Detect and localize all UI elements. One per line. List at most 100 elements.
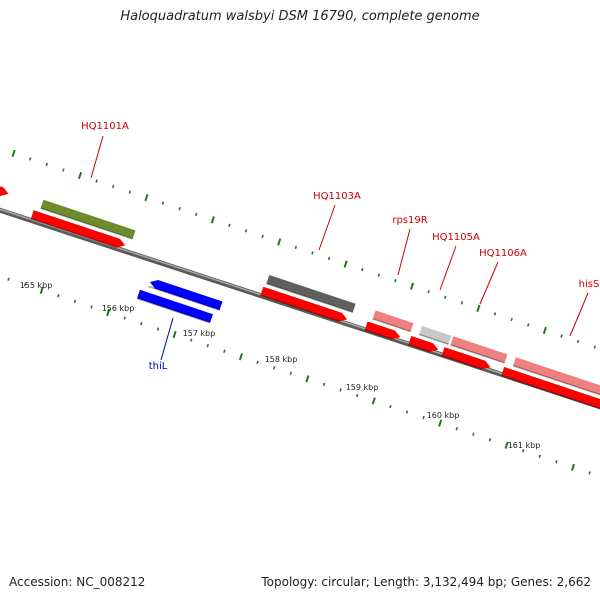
tick-mark-inner [504,441,509,449]
tick-mark-outer [493,312,497,316]
tick-mark-inner [106,308,111,317]
topology-text: Topology: circular; Length: 3,132,494 bp… [261,575,591,589]
tick-mark-outer [228,223,231,228]
cds-HQ1106A-edge [441,354,483,370]
tick-mark-outer [542,326,547,335]
kbp-label: 155 kbp [20,281,53,290]
tick-mark-inner [538,454,542,459]
tick-mark-inner [438,419,443,427]
tick-mark-inner [238,353,244,361]
tick-mark-inner [555,460,558,464]
gene-thiL-a-edge [148,285,220,311]
gene-features[interactable] [0,182,600,412]
cds-HQ1103A[interactable] [260,286,348,323]
tick-mark-inner [90,305,93,309]
gene-label-HQ1103A[interactable]: HQ1103A [313,191,361,202]
gene-HQ1103A-edge [266,282,353,314]
tick-mark-inner [588,471,591,475]
gene-callouts [90,135,589,361]
tick-mark-outer [161,201,165,205]
cds-rps19R[interactable] [364,321,401,340]
tick-mark-outer [144,194,149,202]
tick-mark-outer [343,260,348,268]
tick-mark-inner [223,349,226,353]
tick-mark-outer [444,295,447,299]
tick-mark-outer [77,171,83,180]
gene-HQ1101A[interactable] [40,199,136,240]
cds-HQ1101A[interactable] [30,210,126,249]
gene-label-rps19R[interactable]: rps19R [392,215,427,226]
tick-mark-outer [210,216,215,224]
tick-mark-inner [206,343,209,348]
gene-label-thiL[interactable]: thiL [149,361,168,372]
cds-partial-left[interactable] [0,182,9,197]
cds-HQ1106A[interactable] [441,347,491,370]
gene-thiL-a-shape[interactable] [149,280,223,311]
tick-mark-inner [570,463,576,472]
tick-mark-outer [45,162,49,167]
tick-mark-inner [123,316,126,320]
gene-label-HQ1106A[interactable]: HQ1106A [479,248,527,259]
tick-mark-inner [289,371,293,376]
callout-HQ1106A [479,261,499,305]
gene-HQ1103A[interactable] [266,275,356,314]
cds-hisS[interactable] [501,367,600,412]
gene-rps19R-edge [372,318,411,333]
tick-mark-outer [277,238,282,246]
tick-mark-outer [327,256,331,261]
accession-text: Accession: NC_008212 [9,575,146,589]
cds-HQ1101A-shape[interactable] [30,210,126,248]
gene-hisS-shape[interactable] [513,357,600,402]
cds-HQ1106A-shape[interactable] [441,347,491,370]
kbp-label: 156 kbp [102,304,135,313]
cds-HQ1103A-shape[interactable] [260,286,348,322]
gene-HQ1106A-shape[interactable] [450,336,508,363]
tick-mark-inner [156,327,160,331]
tick-mark-outer [178,207,181,211]
tick-mark-inner [57,294,60,298]
tick-mark-outer [11,149,16,158]
tick-mark-inner [140,321,143,326]
tick-mark-inner [371,397,376,405]
gene-rps19R[interactable] [372,310,414,333]
gene-thiL-b-edge [136,297,211,324]
tick-mark-outer [527,323,530,327]
gene-label-HQ1101A[interactable]: HQ1101A [81,121,129,132]
tick-mark-inner [7,277,10,281]
kbp-label: 161 kbp [508,441,541,450]
tick-mark-inner [355,393,359,398]
cds-hisS-shape[interactable] [501,367,600,412]
cds-HQ1105A[interactable] [408,336,439,353]
gene-HQ1103A-shape[interactable] [266,275,356,313]
tick-mark-outer [427,290,430,294]
tick-mark-outer [28,157,32,161]
cds-partial-left-shape[interactable] [0,182,9,196]
tick-mark-inner [305,375,310,383]
tick-mark-inner [422,415,425,420]
cds-hisS-edge [501,374,600,410]
gene-thiL-b-shape[interactable] [137,289,213,323]
tick-mark-inner [73,299,77,304]
gene-HQ1101A-shape[interactable] [40,199,136,239]
tick-mark-outer [244,229,248,233]
gene-hisS[interactable] [512,357,600,402]
gene-thiL-a[interactable] [148,280,223,311]
tick-mark-inner [339,388,342,392]
gene-HQ1105A-shape[interactable] [419,325,452,345]
cds-HQ1105A-edge [408,343,431,353]
gene-thiL-b[interactable] [136,289,213,324]
gene-HQ1106A[interactable] [450,336,508,364]
gene-hisS-edge [512,365,600,396]
gene-rps19R-shape[interactable] [372,310,414,332]
tick-mark-outer [361,267,364,272]
cds-rps19R-shape[interactable] [364,321,401,340]
gene-label-hisS[interactable]: hisS [579,279,600,290]
cds-HQ1105A-shape[interactable] [408,336,439,352]
gene-label-HQ1105A[interactable]: HQ1105A [432,232,480,243]
tick-mark-outer [311,251,314,255]
tick-mark-inner [172,330,177,339]
map-title: Haloquadratum walsbyi DSM 16790, complet… [120,9,480,24]
tick-mark-outer [111,184,115,189]
gene-HQ1105A[interactable] [418,325,452,345]
